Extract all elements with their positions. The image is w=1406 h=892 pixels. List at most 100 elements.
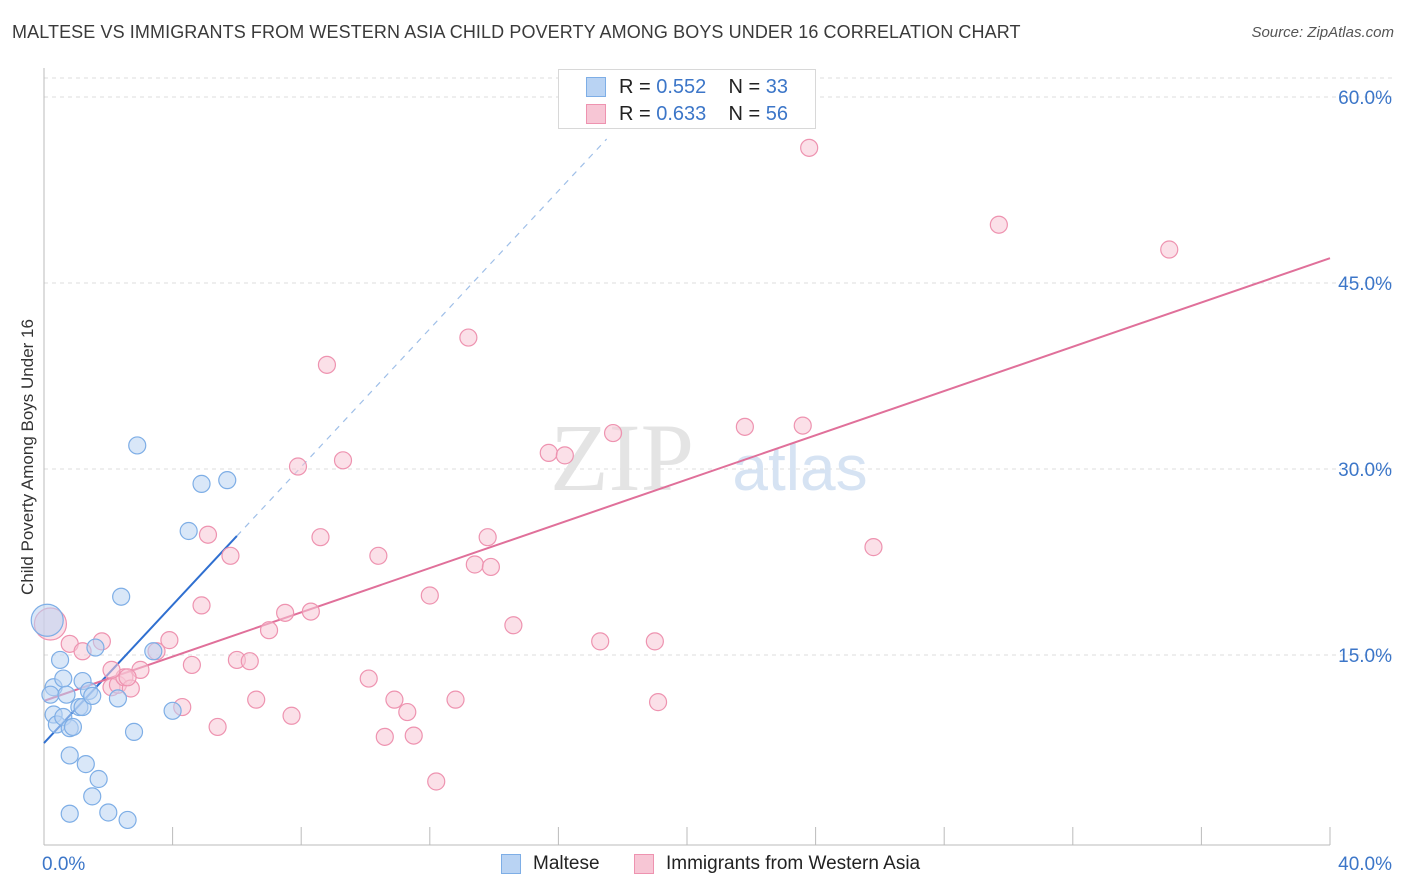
grid-lines: [44, 77, 1392, 656]
point-western-asia: [259, 621, 279, 640]
source-label: Source: ZipAtlas.com: [1251, 24, 1394, 41]
point-maltese: [76, 755, 95, 774]
point-maltese: [118, 810, 137, 830]
chart-title: MALTESE VS IMMIGRANTS FROM WESTERN ASIA …: [12, 22, 1021, 42]
point-maltese: [63, 717, 83, 737]
point-western-asia: [459, 328, 478, 347]
point-western-asia: [398, 702, 417, 722]
r-value-western-asia: 0.633: [656, 102, 707, 125]
point-western-asia: [288, 457, 308, 476]
point-western-asia: [465, 555, 484, 574]
legend-swatch-blue: [501, 854, 521, 874]
legend-item-maltese[interactable]: Maltese: [501, 851, 600, 877]
point-western-asia: [427, 772, 446, 791]
point-maltese: [163, 701, 182, 720]
point-western-asia: [192, 596, 211, 615]
point-western-asia: [404, 726, 423, 745]
legend-row-maltese: R = 0.552 N = 33: [586, 74, 789, 100]
point-maltese: [112, 587, 131, 606]
watermark-zip: ZIP: [550, 404, 694, 511]
y-tick-label: 60.0%: [1338, 88, 1392, 109]
point-western-asia: [282, 706, 301, 725]
legend-swatch-pink: [634, 854, 654, 874]
x-tick-label: 0.0%: [42, 854, 85, 875]
point-western-asia: [333, 451, 353, 470]
legend-row-western-asia: R = 0.633 N = 56: [586, 101, 789, 127]
point-maltese: [128, 436, 147, 455]
point-western-asia: [481, 557, 500, 577]
point-maltese: [60, 746, 79, 765]
point-western-asia: [504, 616, 523, 635]
point-maltese: [192, 474, 211, 493]
point-maltese: [54, 669, 73, 688]
data-points: [30, 138, 1179, 830]
r-value-maltese: 0.552: [656, 75, 707, 98]
tick-labels: 15.0% 30.0% 45.0% 60.0% 0.0% 40.0%: [42, 88, 1392, 875]
point-western-asia: [989, 215, 1008, 234]
n-label: N =: [728, 102, 766, 125]
point-maltese: [124, 722, 144, 741]
point-western-asia: [446, 690, 465, 709]
point-maltese: [86, 638, 105, 657]
point-maltese: [57, 685, 76, 704]
point-western-asia: [555, 446, 574, 465]
point-maltese: [60, 804, 79, 823]
point-western-asia: [793, 416, 812, 435]
r-label: R =: [619, 102, 657, 125]
point-western-asia: [102, 660, 121, 679]
point-maltese: [83, 787, 102, 806]
y-tick-label: 30.0%: [1338, 460, 1392, 481]
legend-label-maltese: Maltese: [533, 853, 600, 874]
legend-swatch-pink: [586, 104, 606, 124]
point-western-asia: [247, 690, 266, 709]
point-maltese: [99, 803, 118, 822]
point-western-asia: [735, 417, 754, 436]
legend-item-western-asia[interactable]: Immigrants from Western Asia: [634, 851, 920, 877]
point-maltese: [144, 642, 163, 661]
point-western-asia: [240, 652, 259, 671]
point-western-asia: [208, 717, 227, 737]
y-tick-label: 45.0%: [1338, 274, 1392, 295]
y-axis-label: Child Poverty Among Boys Under 16: [18, 319, 37, 595]
point-western-asia: [1160, 240, 1179, 259]
point-maltese: [41, 685, 60, 704]
point-maltese: [30, 603, 64, 637]
n-value-maltese: 33: [765, 75, 789, 98]
point-western-asia: [375, 727, 394, 746]
point-maltese: [218, 471, 237, 490]
point-western-asia: [864, 538, 883, 557]
point-western-asia: [301, 602, 320, 621]
point-western-asia: [369, 546, 388, 565]
x-tick-label: 40.0%: [1338, 854, 1392, 875]
point-western-asia: [276, 603, 295, 622]
point-western-asia: [645, 632, 664, 651]
axes: [43, 68, 1331, 846]
point-western-asia: [118, 668, 137, 687]
n-label: N =: [728, 75, 766, 98]
watermark: ZIP atlas: [550, 404, 868, 511]
point-maltese: [179, 521, 198, 541]
r-label: R =: [619, 75, 657, 98]
point-western-asia: [420, 586, 439, 605]
point-western-asia: [182, 655, 201, 675]
point-maltese: [83, 686, 102, 706]
point-western-asia: [648, 693, 668, 712]
watermark-atlas: atlas: [732, 432, 867, 504]
point-western-asia: [317, 355, 337, 374]
n-value-western-asia: 56: [765, 102, 789, 125]
point-western-asia: [221, 546, 240, 565]
y-tick-label: 15.0%: [1338, 646, 1392, 667]
point-western-asia: [359, 669, 378, 688]
point-western-asia: [198, 525, 218, 544]
point-western-asia: [385, 690, 404, 709]
point-western-asia: [311, 528, 330, 547]
point-western-asia: [800, 138, 819, 157]
legend-label-western-asia: Immigrants from Western Asia: [666, 853, 921, 874]
point-maltese: [50, 650, 70, 670]
correlation-legend: R = 0.552 N = 33 R = 0.633 N = 56: [558, 69, 816, 129]
point-western-asia: [160, 631, 179, 650]
trendline-western-asia: [43, 257, 1331, 702]
point-western-asia: [478, 528, 497, 547]
point-maltese: [108, 689, 128, 708]
